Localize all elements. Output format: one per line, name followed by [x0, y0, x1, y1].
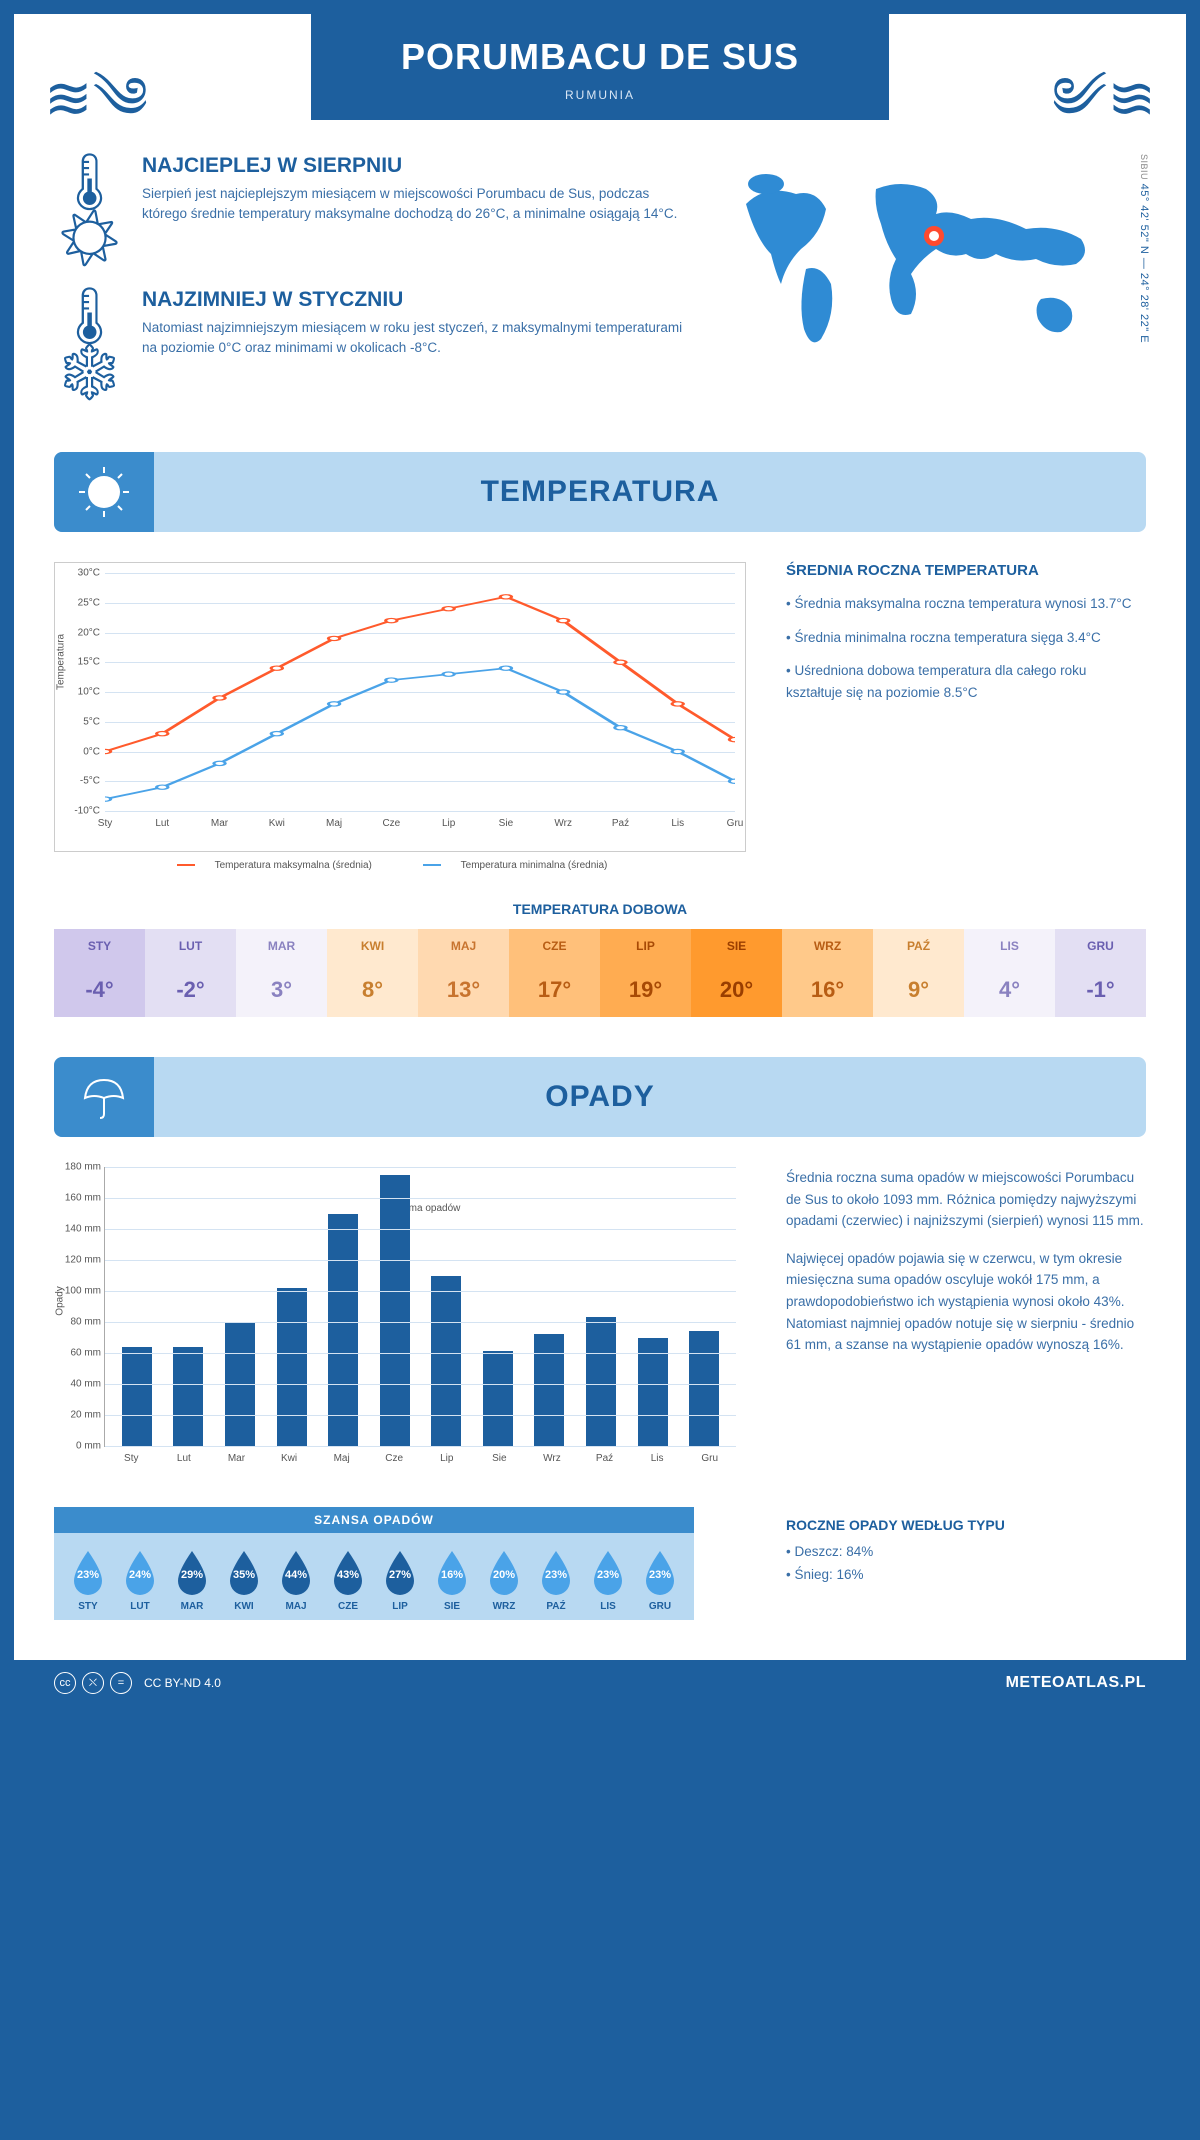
- precip-type-box: ROCZNE OPADY WEDŁUG TYPU • Deszcz: 84% •…: [786, 1517, 1146, 1587]
- temperature-title: TEMPERATURA: [481, 475, 720, 509]
- license-text: CC BY-ND 4.0: [144, 1676, 221, 1690]
- chance-drop: 23%PAŹ: [536, 1549, 576, 1612]
- daily-col: WRZ16°: [782, 929, 873, 1017]
- temperature-section-head: TEMPERATURA: [54, 452, 1146, 532]
- daily-col: CZE17°: [509, 929, 600, 1017]
- warmest-block: 🌡☀ NAJCIEPLEJ W SIERPNIU Sierpień jest n…: [54, 154, 686, 266]
- bar: [173, 1347, 203, 1446]
- annual-temp-title: ŚREDNIA ROCZNA TEMPERATURA: [786, 562, 1146, 579]
- page: ≋༄ PORUMBACU DE SUS RUMUNIA ≋༄ 🌡☀ NAJCIE…: [10, 10, 1190, 1710]
- chance-drop: 16%SIE: [432, 1549, 472, 1612]
- site-name: METEOATLAS.PL: [1006, 1674, 1146, 1692]
- daily-col: LUT-2°: [145, 929, 236, 1017]
- precip-text: Średnia roczna suma opadów w miejscowośc…: [786, 1167, 1146, 1477]
- page-title: PORUMBACU DE SUS: [401, 36, 799, 78]
- bar: [328, 1214, 358, 1447]
- daily-col: SIE20°: [691, 929, 782, 1017]
- sun-icon: [54, 452, 154, 532]
- bar: [483, 1351, 513, 1446]
- coordinates: SIBIU 45° 42' 52" N — 24° 28' 22" E: [1138, 154, 1150, 343]
- daily-col: MAR3°: [236, 929, 327, 1017]
- cc-icon: cc: [54, 1672, 76, 1694]
- precip-bottom: SZANSA OPADÓW 23%STY 24%LUT 29%MAR 35%KWI 44…: [14, 1507, 1186, 1620]
- world-map: [726, 154, 1106, 364]
- daily-col: STY-4°: [54, 929, 145, 1017]
- precip-type-snow: • Śnieg: 16%: [786, 1564, 1146, 1587]
- thermometer-snow-icon: 🌡❄: [54, 288, 124, 400]
- coldest-block: 🌡❄ NAJZIMNIEJ W STYCZNIU Natomiast najzi…: [54, 288, 686, 400]
- temperature-row: Temperatura -10°C-5°C0°C5°C10°C15°C20°C2…: [14, 532, 1186, 881]
- precip-p2: Najwięcej opadów pojawia się w czerwcu, …: [786, 1248, 1146, 1356]
- chance-drop: 35%KWI: [224, 1549, 264, 1612]
- chance-drop: 43%CZE: [328, 1549, 368, 1612]
- title-banner: PORUMBACU DE SUS RUMUNIA: [311, 14, 889, 120]
- precip-type-rain: • Deszcz: 84%: [786, 1541, 1146, 1564]
- bar: [277, 1288, 307, 1446]
- annual-temp-b3: • Uśredniona dobowa temperatura dla całe…: [786, 660, 1146, 703]
- annual-temp-b2: • Średnia minimalna roczna temperatura s…: [786, 627, 1146, 649]
- annual-temp-b1: • Średnia maksymalna roczna temperatura …: [786, 593, 1146, 615]
- chart-legend: Temperatura maksymalna (średnia) Tempera…: [54, 852, 746, 871]
- chance-drop: 23%STY: [68, 1549, 108, 1612]
- header: ≋༄ PORUMBACU DE SUS RUMUNIA ≋༄: [14, 14, 1186, 144]
- annual-temp-text: ŚREDNIA ROCZNA TEMPERATURA • Średnia mak…: [786, 562, 1146, 871]
- precip-chance-box: SZANSA OPADÓW 23%STY 24%LUT 29%MAR 35%KWI 44…: [54, 1507, 694, 1620]
- chance-drop: 44%MAJ: [276, 1549, 316, 1612]
- coldest-title: NAJZIMNIEJ W STYCZNIU: [142, 288, 686, 312]
- precip-row: Opady 0 mm20 mm40 mm60 mm80 mm100 mm120 …: [14, 1137, 1186, 1487]
- bar: [431, 1276, 461, 1447]
- chance-drop: 24%LUT: [120, 1549, 160, 1612]
- chance-drop: 27%LIP: [380, 1549, 420, 1612]
- by-icon: ⛌: [82, 1672, 104, 1694]
- precip-chart: Opady 0 mm20 mm40 mm60 mm80 mm100 mm120 …: [54, 1167, 746, 1477]
- daily-temp-table: STY-4°LUT-2°MAR3°KWI8°MAJ13°CZE17°LIP19°…: [54, 929, 1146, 1017]
- nd-icon: =: [110, 1672, 132, 1694]
- precip-p1: Średnia roczna suma opadów w miejscowośc…: [786, 1167, 1146, 1232]
- bar: [122, 1347, 152, 1446]
- precip-title: OPADY: [545, 1080, 654, 1114]
- bar: [689, 1331, 719, 1446]
- location-marker: [924, 226, 944, 246]
- bar: [380, 1175, 410, 1446]
- chance-drop: 20%WRZ: [484, 1549, 524, 1612]
- precip-section-head: OPADY: [54, 1057, 1146, 1137]
- intro-section: 🌡☀ NAJCIEPLEJ W SIERPNIU Sierpień jest n…: [14, 144, 1186, 452]
- wind-icon: ≋༄: [44, 34, 148, 197]
- chance-drop: 23%GRU: [640, 1549, 680, 1612]
- warmest-text: Sierpień jest najcieplejszym miesiącem w…: [142, 184, 686, 225]
- chance-drop: 23%LIS: [588, 1549, 628, 1612]
- footer: cc ⛌ = CC BY-ND 4.0 METEOATLAS.PL: [14, 1660, 1186, 1706]
- map-column: SIBIU 45° 42' 52" N — 24° 28' 22" E: [726, 154, 1146, 422]
- bar: [586, 1317, 616, 1446]
- cc-icons: cc ⛌ =: [54, 1672, 132, 1694]
- bar: [534, 1334, 564, 1446]
- daily-col: MAJ13°: [418, 929, 509, 1017]
- coldest-text: Natomiast najzimniejszym miesiącem w rok…: [142, 318, 686, 359]
- daily-col: PAŹ9°: [873, 929, 964, 1017]
- info-column: 🌡☀ NAJCIEPLEJ W SIERPNIU Sierpień jest n…: [54, 154, 686, 422]
- temperature-chart: Temperatura -10°C-5°C0°C5°C10°C15°C20°C2…: [54, 562, 746, 871]
- chance-title: SZANSA OPADÓW: [54, 1507, 694, 1533]
- daily-col: KWI8°: [327, 929, 418, 1017]
- daily-col: LIP19°: [600, 929, 691, 1017]
- page-subtitle: RUMUNIA: [401, 88, 799, 102]
- warmest-title: NAJCIEPLEJ W SIERPNIU: [142, 154, 686, 178]
- chance-drop: 29%MAR: [172, 1549, 212, 1612]
- daily-temp-title: TEMPERATURA DOBOWA: [14, 901, 1186, 917]
- umbrella-icon: [54, 1057, 154, 1137]
- precip-type-title: ROCZNE OPADY WEDŁUG TYPU: [786, 1517, 1146, 1533]
- daily-col: LIS4°: [964, 929, 1055, 1017]
- daily-col: GRU-1°: [1055, 929, 1146, 1017]
